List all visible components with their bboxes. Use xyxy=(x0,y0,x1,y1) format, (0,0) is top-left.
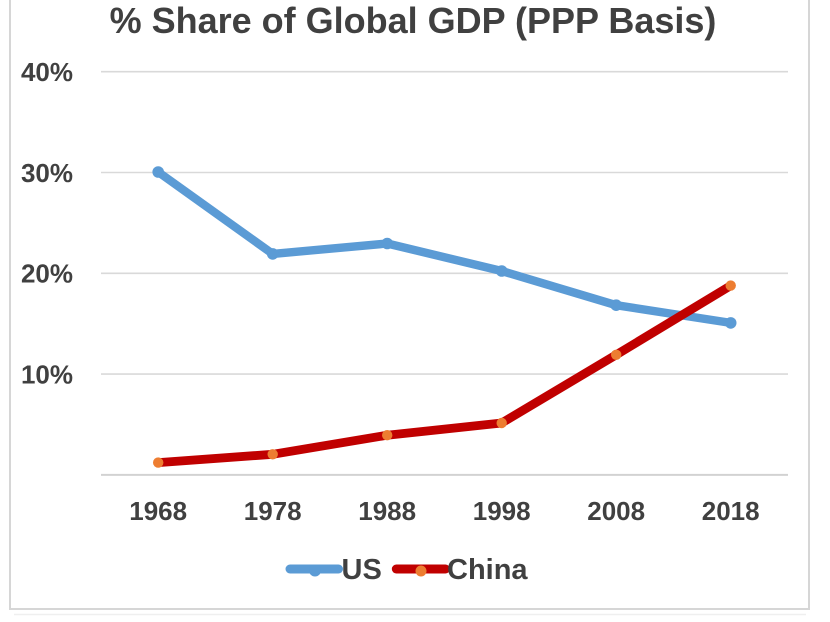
svg-text:China: China xyxy=(447,554,528,586)
svg-text:1978: 1978 xyxy=(244,496,302,526)
svg-text:1998: 1998 xyxy=(473,496,531,526)
svg-text:10%: 10% xyxy=(21,359,73,389)
svg-text:2018: 2018 xyxy=(702,496,760,526)
svg-text:2008: 2008 xyxy=(587,496,645,526)
svg-text:40%: 40% xyxy=(21,57,73,87)
svg-text:US: US xyxy=(342,554,382,586)
svg-text:30%: 30% xyxy=(21,158,73,188)
svg-text:1968: 1968 xyxy=(129,496,187,526)
svg-text:20%: 20% xyxy=(21,259,73,289)
svg-text:1988: 1988 xyxy=(358,496,416,526)
svg-text:% Share of Global GDP (PPP Bas: % Share of Global GDP (PPP Basis) xyxy=(110,0,717,41)
